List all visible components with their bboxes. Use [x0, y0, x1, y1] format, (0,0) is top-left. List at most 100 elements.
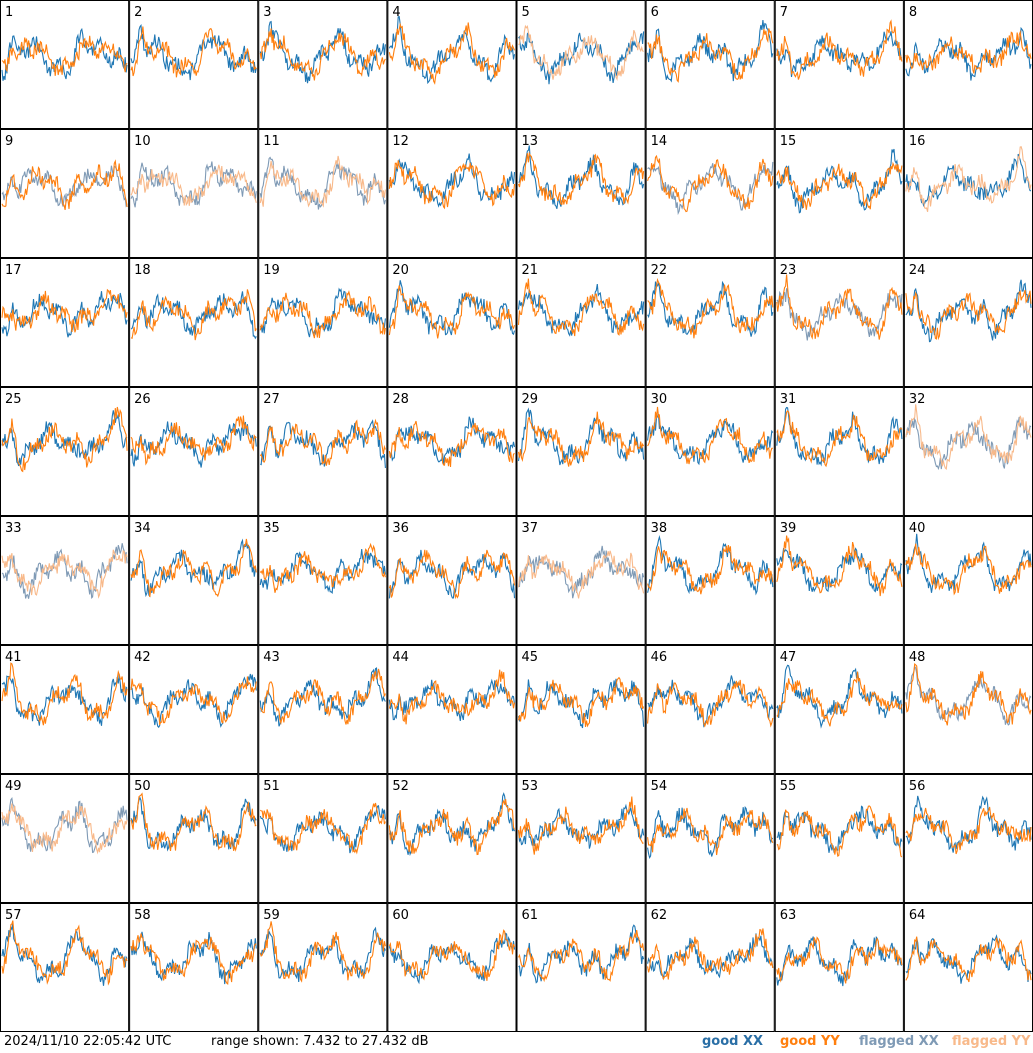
- antenna-panel: 10: [129, 129, 259, 258]
- panel-label: 57: [5, 908, 22, 923]
- series-xx-line: [517, 284, 645, 337]
- panel-label: 38: [651, 521, 668, 536]
- panel-label: 47: [780, 650, 797, 665]
- panel-label: 40: [909, 521, 926, 536]
- panel-label: 46: [651, 650, 668, 665]
- panel-label: 1: [5, 5, 13, 20]
- antenna-panel: 62: [645, 903, 775, 1032]
- series-yy-line: [259, 155, 386, 208]
- series-yy-line: [1, 159, 128, 211]
- series-yy-line: [905, 663, 1032, 726]
- panel-label: 34: [134, 521, 151, 536]
- panel-frame: [129, 258, 259, 387]
- panel-label: 17: [5, 263, 22, 278]
- antenna-panel: 36: [387, 516, 517, 645]
- series-xx-line: [776, 936, 903, 987]
- series-xx-line: [1, 410, 128, 467]
- panel-frame: [903, 129, 1033, 258]
- series-xx-line: [259, 667, 386, 727]
- panel-label: 39: [780, 521, 797, 536]
- panel-label: 50: [134, 779, 151, 794]
- antenna-panel: 21: [516, 258, 646, 387]
- series-yy-line: [517, 411, 645, 467]
- series-yy-line: [388, 929, 516, 981]
- antenna-panel: 28: [387, 387, 517, 516]
- series-yy-line: [517, 151, 645, 206]
- panel-label: 52: [392, 779, 409, 794]
- antenna-panel: 56: [903, 774, 1033, 903]
- series-xx-line: [388, 280, 516, 336]
- panel-label: 35: [263, 521, 280, 536]
- panel-frame: [903, 903, 1033, 1032]
- antenna-panel: 40: [903, 516, 1033, 645]
- legend-flagged-xx: flagged XX: [859, 1034, 939, 1049]
- series-yy-line: [1, 803, 128, 855]
- panel-label: 36: [392, 521, 409, 536]
- panel-frame: [0, 516, 130, 645]
- panel-label: 15: [780, 134, 797, 149]
- series-yy-line: [905, 146, 1032, 212]
- panel-frame: [387, 258, 517, 387]
- panel-label: 13: [522, 134, 539, 149]
- series-xx-line: [518, 145, 645, 209]
- panel-label: 18: [134, 263, 151, 278]
- series-yy-line: [130, 26, 257, 78]
- antenna-panel: 45: [516, 645, 646, 774]
- antenna-panel: 60: [387, 903, 517, 1032]
- series-xx-line: [518, 31, 645, 85]
- range-label: range shown: 7.432 to 27.432 dB: [211, 1034, 429, 1049]
- antenna-panel: 35: [258, 516, 388, 645]
- series-yy-line: [776, 936, 903, 984]
- panel-label: 58: [134, 908, 151, 923]
- series-xx-line: [1, 291, 128, 338]
- panel-frame: [258, 774, 388, 903]
- panel-label: 2: [134, 5, 142, 20]
- panel-label: 64: [909, 908, 926, 923]
- series-yy-line: [130, 164, 257, 207]
- panel-label: 44: [392, 650, 409, 665]
- antenna-panel: 50: [129, 774, 259, 903]
- series-xx-line: [1, 27, 128, 81]
- antenna-panel: 25: [0, 387, 130, 516]
- panel-label: 3: [263, 5, 271, 20]
- series-xx-line: [130, 538, 257, 598]
- series-yy-line: [388, 669, 516, 725]
- panel-label: 25: [5, 392, 22, 407]
- panel-label: 20: [392, 263, 409, 278]
- series-yy-line: [518, 24, 644, 81]
- series-yy-line: [1, 288, 128, 333]
- panel-frame: [258, 258, 388, 387]
- panel-frame: [0, 387, 130, 516]
- series-yy-line: [518, 930, 645, 983]
- antenna-panel: 57: [0, 903, 130, 1032]
- series-xx-line: [905, 416, 1032, 471]
- antenna-panel: 37: [516, 516, 646, 645]
- antenna-panel: 52: [387, 774, 517, 903]
- panel-label: 37: [522, 521, 539, 536]
- series-yy-line: [647, 28, 774, 83]
- panel-label: 8: [909, 5, 917, 20]
- panel-label: 4: [392, 5, 400, 20]
- antenna-panel: 13: [516, 129, 646, 258]
- series-xx-line: [905, 153, 1032, 208]
- panel-label: 42: [134, 650, 151, 665]
- series-yy-line: [905, 806, 1032, 855]
- antenna-panel: 54: [645, 774, 775, 903]
- series-yy-line: [259, 542, 386, 593]
- antenna-panel: 30: [645, 387, 775, 516]
- panel-label: 30: [651, 392, 668, 407]
- antenna-panel: 12: [387, 129, 517, 258]
- antenna-panel: 38: [645, 516, 775, 645]
- panel-label: 41: [5, 650, 22, 665]
- panel-label: 24: [909, 263, 926, 278]
- antenna-panel: 33: [0, 516, 130, 645]
- series-yy-line: [776, 671, 903, 727]
- series-xx-line: [905, 533, 1032, 593]
- series-yy-line: [1, 662, 128, 726]
- panel-frame: [0, 129, 130, 258]
- panel-label: 14: [651, 134, 668, 149]
- antenna-panel: 27: [258, 387, 388, 516]
- antenna-panel: 29: [516, 387, 646, 516]
- series-yy-line: [647, 545, 774, 595]
- series-xx-line: [647, 413, 774, 466]
